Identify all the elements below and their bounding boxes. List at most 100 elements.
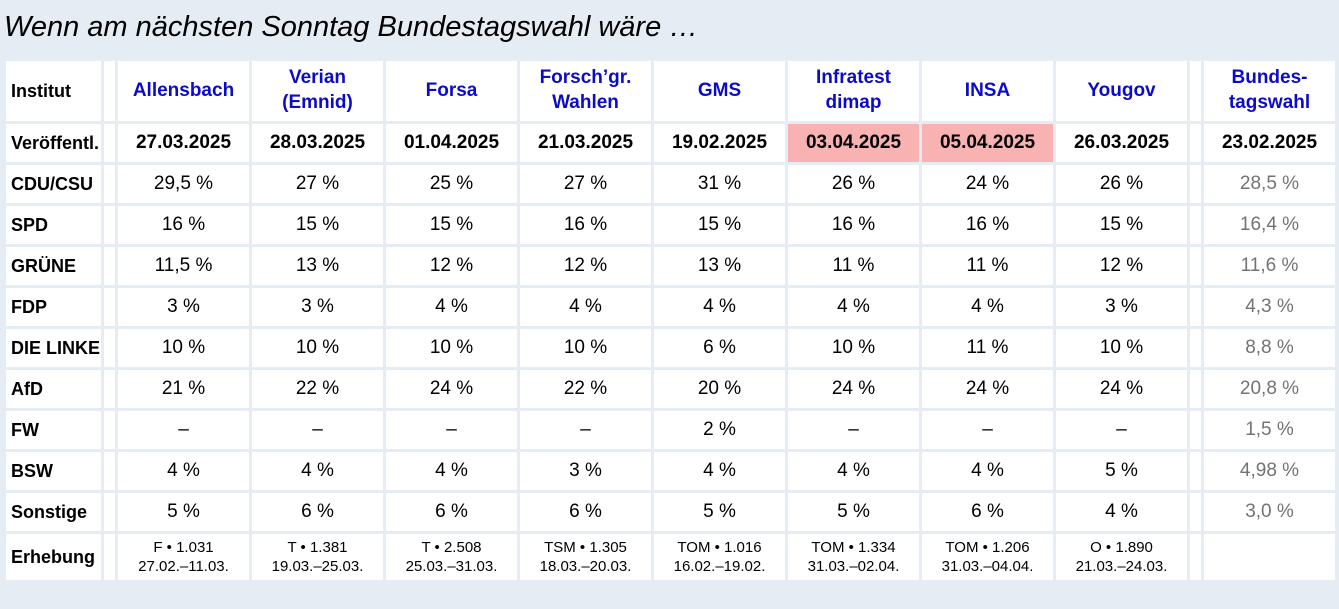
poll-value-cell: 25 % (386, 165, 517, 203)
survey-info-cell: T • 1.381 19.03.–25.03. (252, 534, 383, 580)
spacer-cell (1190, 452, 1201, 490)
spacer-cell (1190, 165, 1201, 203)
poll-value-cell: 4 % (922, 288, 1053, 326)
poll-value-cell: 31 % (654, 165, 785, 203)
poll-value-cell: 3 % (118, 288, 249, 326)
institute-header-insa[interactable]: INSA (922, 61, 1053, 121)
poll-value-cell: 10 % (1056, 329, 1187, 367)
spacer-cell (104, 124, 115, 162)
survey-info-cell: TSM • 1.305 18.03.–20.03. (520, 534, 651, 580)
spacer-cell (104, 534, 115, 580)
bundestagswahl-cell: 23.02.2025 (1204, 124, 1335, 162)
bundestagswahl-cell: 4,3 % (1204, 288, 1335, 326)
spacer-cell (104, 288, 115, 326)
institute-header-forschgr-wahlen[interactable]: Forsch’gr. Wahlen (520, 61, 651, 121)
poll-value-cell: 15 % (386, 206, 517, 244)
poll-value-cell: 6 % (520, 493, 651, 531)
poll-value-cell: 16 % (520, 206, 651, 244)
spacer-cell (104, 329, 115, 367)
poll-value-cell: 5 % (654, 493, 785, 531)
bundestagswahl-cell: 8,8 % (1204, 329, 1335, 367)
poll-value-cell: 4 % (386, 288, 517, 326)
poll-value-cell: 26 % (788, 165, 919, 203)
institute-header-yougov[interactable]: Yougov (1056, 61, 1187, 121)
spacer-cell (1190, 206, 1201, 244)
row-label: Sonstige (6, 493, 101, 531)
poll-value-cell: 4 % (654, 288, 785, 326)
row-label: Veröffentl. (6, 124, 101, 162)
poll-value-cell: – (922, 411, 1053, 449)
bundestagswahl-cell: 4,98 % (1204, 452, 1335, 490)
poll-value-cell: 11 % (788, 247, 919, 285)
spacer-cell (104, 247, 115, 285)
poll-value-cell: 3 % (252, 288, 383, 326)
publish-date-cell: 19.02.2025 (654, 124, 785, 162)
bundestagswahl-cell: 28,5 % (1204, 165, 1335, 203)
institute-header-allensbach[interactable]: Allensbach (118, 61, 249, 121)
poll-value-cell: 11 % (922, 247, 1053, 285)
institute-header-verian-emnid[interactable]: Verian (Emnid) (252, 61, 383, 121)
poll-value-cell: 11,5 % (118, 247, 249, 285)
table-row: Veröffentl. 27.03.2025 28.03.2025 01.04.202… (6, 124, 1335, 162)
institute-header-infratest-dimap[interactable]: Infratest dimap (788, 61, 919, 121)
bundestagswahl-cell: 1,5 % (1204, 411, 1335, 449)
poll-value-cell: 12 % (386, 247, 517, 285)
poll-value-cell: 4 % (788, 288, 919, 326)
institut-header: Institut (6, 61, 101, 121)
poll-value-cell: 15 % (654, 206, 785, 244)
institute-header-bundestagswahl[interactable]: Bundes- tagswahl (1204, 61, 1335, 121)
poll-value-cell: – (788, 411, 919, 449)
spacer-cell (1190, 493, 1201, 531)
poll-value-cell: 4 % (520, 288, 651, 326)
table-row: AfD 21 % 22 % 24 % 22 % 20 % 24 % 24 % 24 % 20,8 … (6, 370, 1335, 408)
spacer-cell (1190, 329, 1201, 367)
spacer-cell (1190, 61, 1201, 121)
poll-value-cell: – (118, 411, 249, 449)
poll-value-cell: 27 % (520, 165, 651, 203)
spacer-cell (104, 165, 115, 203)
poll-value-cell: 22 % (252, 370, 383, 408)
survey-info-cell: TOM • 1.206 31.03.–04.04. (922, 534, 1053, 580)
poll-value-cell: 24 % (788, 370, 919, 408)
institute-header-gms[interactable]: GMS (654, 61, 785, 121)
poll-value-cell: 3 % (520, 452, 651, 490)
poll-value-cell: 24 % (922, 165, 1053, 203)
row-label: Erhebung (6, 534, 101, 580)
poll-value-cell: 15 % (252, 206, 383, 244)
poll-value-cell: 21 % (118, 370, 249, 408)
institute-header-forsa[interactable]: Forsa (386, 61, 517, 121)
spacer-cell (104, 370, 115, 408)
publish-date-cell: 26.03.2025 (1056, 124, 1187, 162)
poll-value-cell: 29,5 % (118, 165, 249, 203)
institute-header-row: Institut Allensbach Verian (Emnid) Forsa… (6, 61, 1335, 121)
poll-value-cell: 13 % (654, 247, 785, 285)
table-row: FW – – – –2 % – – –1,5 % (6, 411, 1335, 449)
row-label: FW (6, 411, 101, 449)
poll-value-cell: 10 % (118, 329, 249, 367)
poll-table: Institut Allensbach Verian (Emnid) Forsa… (3, 58, 1338, 583)
bundestagswahl-cell (1204, 534, 1335, 580)
publish-date-cell: 28.03.2025 (252, 124, 383, 162)
row-label: FDP (6, 288, 101, 326)
table-row: DIE LINKE 10 % 10 % 10 % 10 % 6 % 10 % 11 % 10 %… (6, 329, 1335, 367)
poll-value-cell: 10 % (520, 329, 651, 367)
spacer-cell (104, 411, 115, 449)
poll-value-cell: 6 % (654, 329, 785, 367)
poll-value-cell: 22 % (520, 370, 651, 408)
poll-page: Wenn am nächsten Sonntag Bundestagswahl … (3, 11, 1338, 583)
poll-value-cell: 6 % (922, 493, 1053, 531)
survey-info-cell: T • 2.508 25.03.–31.03. (386, 534, 517, 580)
poll-value-cell: 4 % (118, 452, 249, 490)
poll-value-cell: 2 % (654, 411, 785, 449)
survey-info-cell: TOM • 1.016 16.02.–19.02. (654, 534, 785, 580)
spacer-cell (1190, 534, 1201, 580)
survey-info-cell: TOM • 1.334 31.03.–02.04. (788, 534, 919, 580)
bundestagswahl-cell: 20,8 % (1204, 370, 1335, 408)
poll-value-cell: 12 % (520, 247, 651, 285)
spacer-cell (1190, 247, 1201, 285)
poll-value-cell: 10 % (252, 329, 383, 367)
table-row: FDP 3 % 3 % 4 % 4 % 4 % 4 % 4 % 3 % 4,3 % (6, 288, 1335, 326)
poll-value-cell: 24 % (1056, 370, 1187, 408)
poll-value-cell: – (386, 411, 517, 449)
poll-value-cell: 4 % (788, 452, 919, 490)
